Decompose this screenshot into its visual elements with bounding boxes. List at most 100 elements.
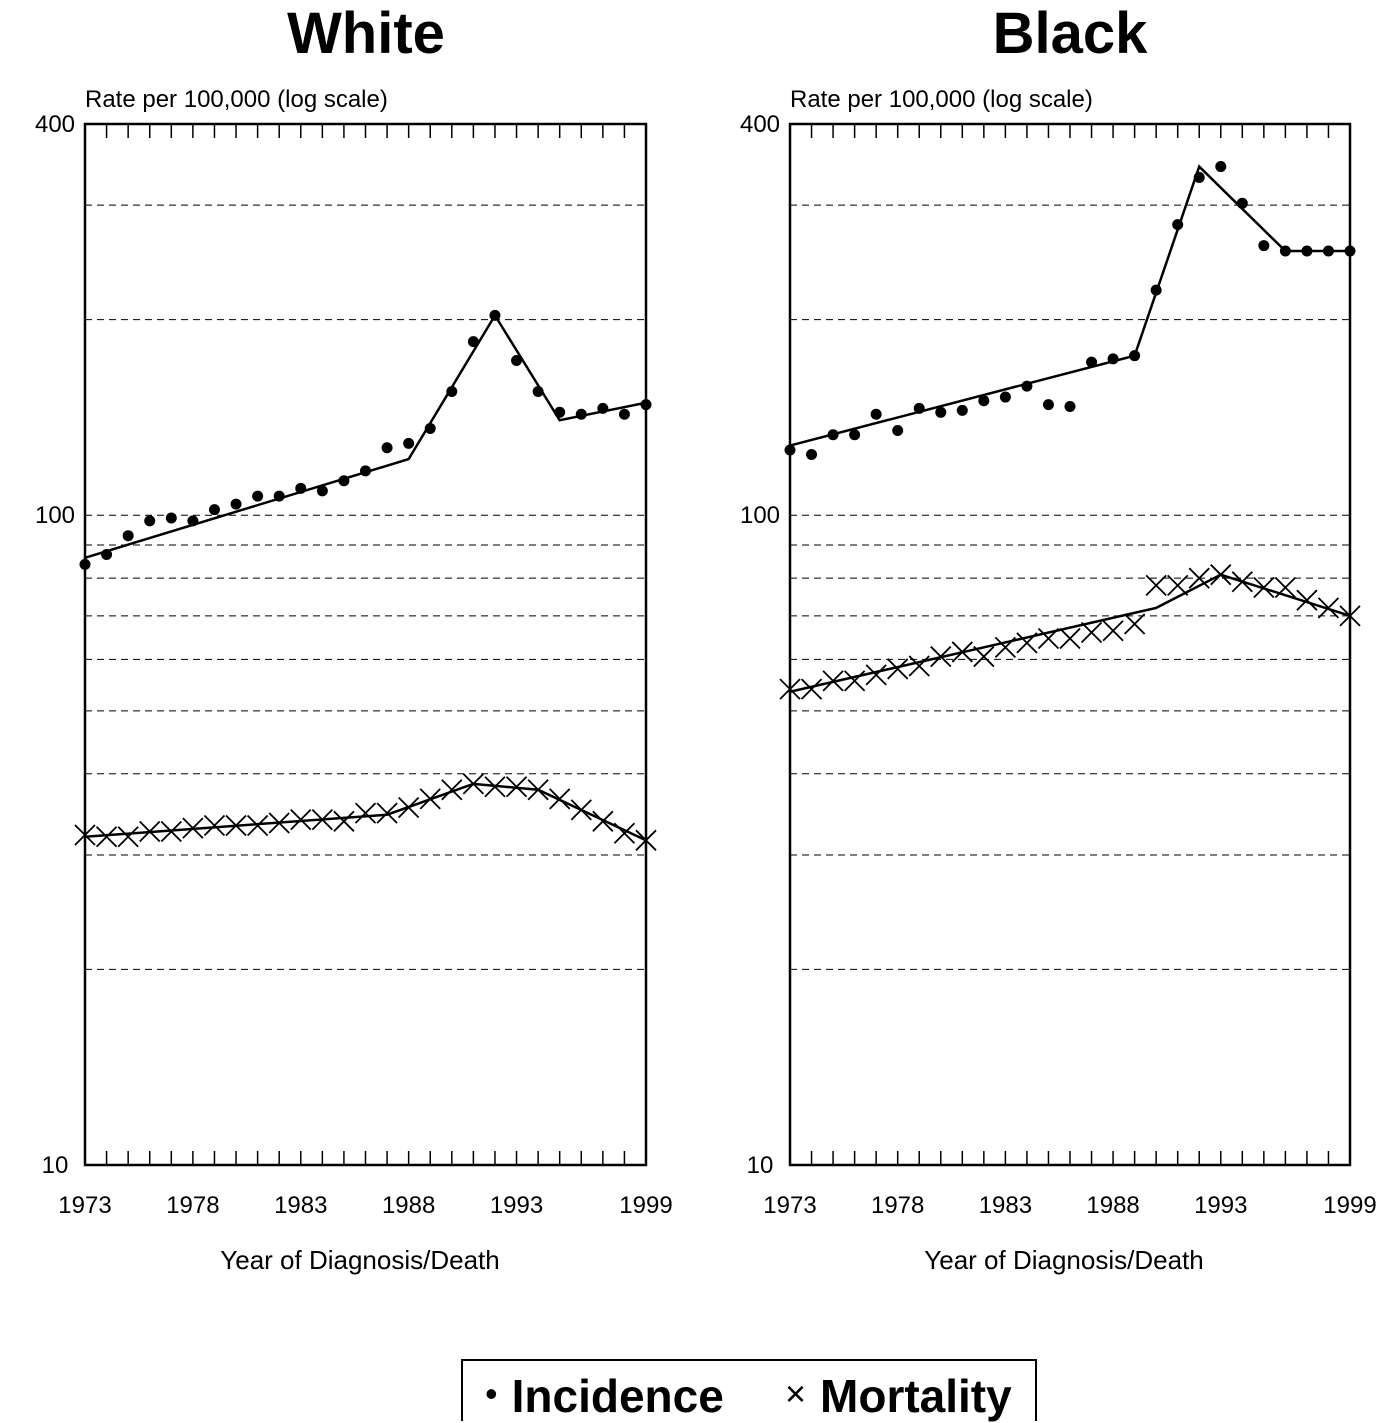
- legend-item-incidence: • Incidence: [485, 1369, 724, 1423]
- data-point-incidence: [187, 515, 199, 527]
- data-point-incidence: [1086, 356, 1098, 368]
- data-point-incidence: [1236, 197, 1248, 209]
- data-point-incidence: [597, 402, 609, 414]
- x-tick-label: 1978: [871, 1192, 924, 1219]
- data-point-mortality: [1253, 576, 1275, 599]
- x-tick-label: 1999: [619, 1192, 672, 1219]
- y-tick-label: 10: [747, 1152, 774, 1179]
- data-point-mortality: [246, 814, 269, 837]
- data-point-mortality: [354, 802, 377, 824]
- data-point-mortality: [887, 658, 909, 680]
- legend-label-mortality: Mortality: [820, 1370, 1012, 1422]
- plot-frame: [788, 122, 1352, 1167]
- y-axis-label-black: Rate per 100,000 (log scale): [790, 86, 1093, 113]
- data-point-incidence: [1344, 245, 1356, 257]
- legend: • Incidence × Mortality: [461, 1359, 1037, 1423]
- data-point-mortality: [311, 809, 333, 831]
- data-point-incidence: [316, 485, 328, 497]
- data-point-incidence: [381, 442, 393, 454]
- x-tick-label: 1983: [979, 1192, 1032, 1219]
- x-tick-label: 1993: [490, 1192, 543, 1219]
- data-point-mortality: [994, 636, 1017, 659]
- data-point-incidence: [532, 386, 544, 398]
- data-point-incidence: [1322, 245, 1334, 257]
- x-tick-label: 1978: [166, 1192, 219, 1219]
- data-point-mortality: [1123, 613, 1146, 635]
- y-tick-label: 100: [35, 502, 75, 529]
- data-point-mortality: [570, 799, 592, 821]
- data-point-incidence: [273, 490, 285, 502]
- data-point-incidence: [446, 386, 458, 398]
- panel-title-white: White: [287, 1, 445, 66]
- data-point-incidence: [1172, 219, 1184, 231]
- x-tick-label: 1973: [763, 1192, 816, 1219]
- data-point-incidence: [554, 406, 566, 418]
- data-point-incidence: [403, 437, 415, 449]
- data-point-mortality: [822, 670, 844, 692]
- data-point-mortality: [225, 814, 247, 837]
- data-point-incidence: [208, 504, 220, 516]
- x-tick-label: 1983: [274, 1192, 327, 1219]
- data-point-incidence: [999, 391, 1011, 403]
- data-point-incidence: [1279, 245, 1291, 257]
- data-point-mortality: [203, 814, 226, 837]
- data-point-mortality: [1145, 574, 1167, 596]
- data-point-incidence: [360, 465, 371, 477]
- charts-svg: 1973 1978 1983 1988 1993 1999 400 100 10 1973 1978…: [35, 111, 1377, 1219]
- data-point-mortality: [182, 817, 204, 839]
- data-point-incidence: [165, 512, 177, 524]
- data-point-mortality: [1080, 621, 1103, 644]
- data-point-mortality: [505, 776, 528, 798]
- y-tick-label: 400: [740, 111, 780, 138]
- data-point-mortality: [139, 820, 161, 843]
- data-point-mortality: [613, 822, 636, 844]
- data-point-incidence: [252, 490, 264, 502]
- data-point-mortality: [1102, 620, 1124, 642]
- data-point-mortality: [398, 796, 420, 819]
- data-point-incidence: [892, 425, 904, 437]
- x-tick-label: 1988: [382, 1192, 435, 1219]
- data-point-incidence: [424, 422, 436, 434]
- data-point-incidence: [1150, 284, 1162, 296]
- data-point-mortality: [973, 645, 995, 668]
- data-point-incidence: [101, 549, 113, 561]
- data-point-incidence: [1107, 353, 1119, 365]
- data-point-incidence: [913, 402, 925, 414]
- y-tick-label: 400: [35, 111, 75, 138]
- chart-panel-white: 1973 1978 1983 1988 1993 1999 400 100 10: [35, 111, 673, 1219]
- data-point-mortality: [1231, 571, 1253, 593]
- data-point-incidence: [338, 475, 350, 487]
- data-point-incidence: [467, 336, 479, 348]
- data-point-incidence: [1301, 245, 1313, 257]
- trend-line-mortality: [789, 573, 1351, 693]
- data-point-mortality: [592, 810, 614, 832]
- data-point-incidence: [1258, 240, 1270, 252]
- data-point-incidence: [295, 482, 307, 494]
- data-point-incidence: [1129, 350, 1141, 362]
- data-point-mortality: [549, 788, 571, 810]
- data-point-mortality: [1016, 632, 1038, 654]
- data-point-incidence: [978, 395, 990, 407]
- x-axis-label-black: Year of Diagnosis/Death: [924, 1245, 1204, 1275]
- data-point-incidence: [618, 408, 630, 420]
- data-point-mortality: [441, 779, 463, 801]
- data-point-mortality: [865, 664, 887, 686]
- data-point-mortality: [1296, 589, 1318, 611]
- data-point-mortality: [1167, 574, 1189, 596]
- plot-frame: [83, 122, 648, 1167]
- data-point-incidence: [575, 408, 587, 420]
- data-point-mortality: [1317, 597, 1340, 619]
- data-point-mortality: [1274, 576, 1297, 599]
- data-point-mortality: [1339, 605, 1361, 627]
- data-point-incidence: [849, 429, 861, 441]
- data-point-mortality: [484, 776, 506, 798]
- data-point-incidence: [122, 530, 134, 542]
- data-point-incidence: [870, 408, 882, 420]
- data-point-mortality: [951, 641, 973, 663]
- data-point-incidence: [956, 404, 968, 416]
- panel-title-black: Black: [992, 1, 1148, 66]
- data-point-mortality: [800, 678, 823, 700]
- x-tick-label: 1973: [58, 1192, 111, 1219]
- data-point-mortality: [779, 678, 801, 700]
- data-point-incidence: [144, 515, 156, 527]
